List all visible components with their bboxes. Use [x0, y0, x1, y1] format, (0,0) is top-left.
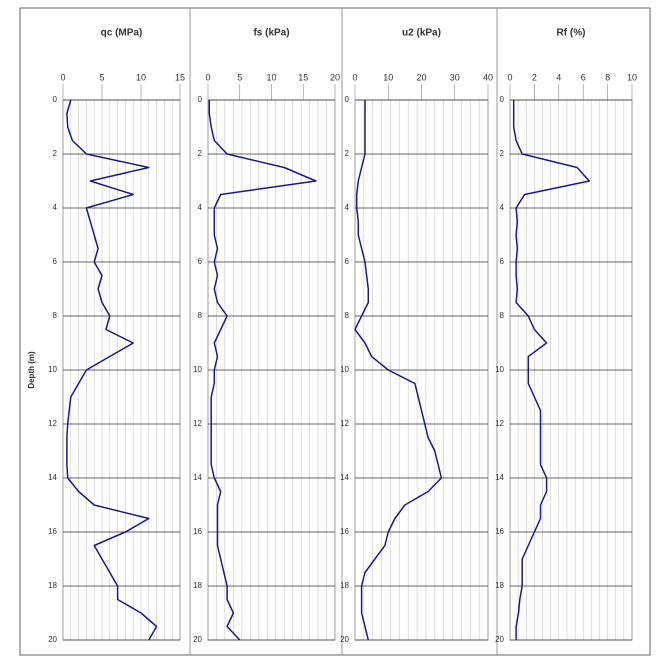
y-tick-label: 0: [500, 95, 505, 104]
x-tick-label: 0: [60, 72, 65, 82]
y-axis-label: Depth (m): [27, 351, 36, 389]
y-tick-label: 0: [198, 95, 203, 104]
x-tick-label: 0: [352, 72, 357, 82]
x-tick-label: 10: [266, 72, 276, 82]
y-tick-label: 14: [495, 473, 504, 482]
panel-title: fs (kPa): [253, 28, 289, 39]
x-tick-label: 20: [416, 72, 426, 82]
x-tick-label: 20: [330, 72, 340, 82]
x-tick-label: 10: [136, 72, 146, 82]
y-tick-label: 2: [53, 149, 58, 158]
x-tick-label: 4: [556, 72, 561, 82]
y-tick-label: 12: [495, 419, 504, 428]
y-tick-label: 2: [198, 149, 203, 158]
y-tick-label: 18: [340, 581, 349, 590]
y-tick-label: 14: [193, 473, 202, 482]
frame: [19, 7, 651, 656]
y-tick-label: 20: [193, 635, 202, 644]
panel-title: qc (MPa): [101, 28, 143, 39]
y-tick-label: 4: [53, 203, 58, 212]
y-tick-label: 20: [48, 635, 57, 644]
x-tick-label: 0: [205, 72, 210, 82]
y-tick-label: 6: [345, 257, 350, 266]
x-tick-label: 10: [627, 72, 637, 82]
data-line: [354, 100, 443, 641]
x-tick-label: 15: [175, 72, 185, 82]
y-tick-label: 2: [345, 149, 350, 158]
panel-title: Rf (%): [557, 28, 586, 39]
x-tick-label: 40: [483, 72, 493, 82]
y-tick-label: 10: [48, 365, 57, 374]
y-tick-label: 16: [48, 527, 57, 536]
panel-title: u2 (kPa): [402, 28, 441, 39]
y-tick-label: 8: [53, 311, 58, 320]
x-tick-label: 5: [237, 72, 242, 82]
y-tick-label: 8: [500, 311, 505, 320]
y-tick-label: 6: [53, 257, 58, 266]
y-tick-label: 20: [340, 635, 349, 644]
y-tick-label: 4: [500, 203, 505, 212]
x-tick-label: 5: [99, 72, 104, 82]
x-tick-label: 6: [581, 72, 586, 82]
x-tick-label: 8: [605, 72, 610, 82]
x-tick-label: 0: [507, 72, 512, 82]
y-tick-label: 8: [345, 311, 350, 320]
y-tick-label: 0: [345, 95, 350, 104]
y-tick-label: 12: [48, 419, 57, 428]
x-tick-label: 2: [532, 72, 537, 82]
y-tick-label: 0: [53, 95, 58, 104]
x-tick-label: 15: [298, 72, 308, 82]
y-tick-label: 4: [198, 203, 203, 212]
y-tick-label: 16: [340, 527, 349, 536]
y-tick-label: 10: [193, 365, 202, 374]
data-line: [208, 100, 317, 641]
y-tick-label: 18: [193, 581, 202, 590]
y-tick-label: 6: [500, 257, 505, 266]
x-tick-label: 30: [450, 72, 460, 82]
y-tick-label: 2: [500, 149, 505, 158]
y-tick-label: 16: [193, 527, 202, 536]
y-tick-label: 20: [495, 635, 504, 644]
y-tick-label: 14: [48, 473, 57, 482]
y-tick-label: 10: [340, 365, 349, 374]
y-tick-label: 16: [495, 527, 504, 536]
y-tick-label: 18: [48, 581, 57, 590]
data-line: [66, 99, 158, 641]
y-tick-label: 6: [198, 257, 203, 266]
y-tick-label: 12: [193, 419, 202, 428]
x-tick-label: 10: [383, 72, 393, 82]
y-tick-label: 12: [340, 419, 349, 428]
y-tick-label: 10: [495, 365, 504, 374]
y-tick-label: 18: [495, 581, 504, 590]
y-tick-label: 14: [340, 473, 349, 482]
y-tick-label: 4: [345, 203, 350, 212]
data-line: [512, 100, 591, 640]
y-tick-label: 8: [198, 311, 203, 320]
